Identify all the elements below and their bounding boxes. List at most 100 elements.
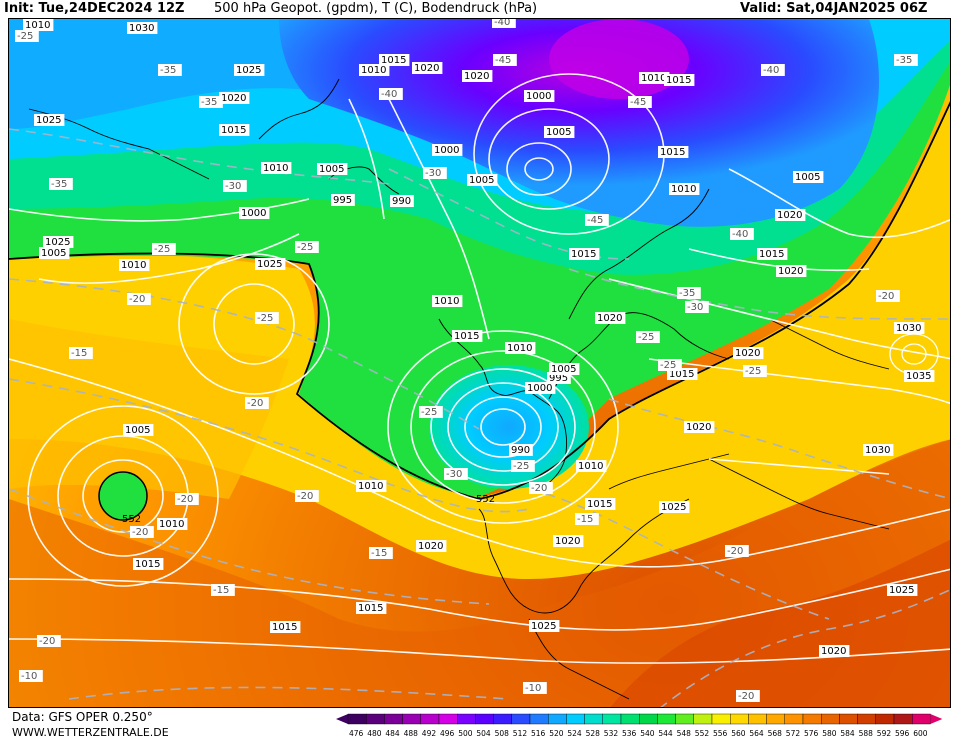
colorbar-legend: 476 480 484 488 492 496 500 504 508 512 516 520 524 5…: [336, 713, 943, 738]
isotherm-label-bg: [15, 30, 39, 42]
isobar-label-bg: [576, 460, 607, 472]
weather-map: 1030 1025 1020 1015 1010 1020 1020 1015 1010 1005…: [8, 18, 951, 708]
isobar-label-bg: [467, 174, 498, 186]
isotherm-label: -40: [763, 65, 779, 76]
isobar-label-bg: [549, 363, 580, 375]
valid-time: Valid: Sat,04JAN2025 06Z: [740, 1, 928, 16]
isobar-label: 1015: [272, 622, 297, 633]
isobar-label: 1015: [660, 147, 685, 158]
isobar-label-bg: [529, 620, 560, 632]
isobar-label: 1015: [358, 603, 383, 614]
isobar-label: 1020: [414, 63, 439, 74]
isobar-label: 1035: [906, 371, 931, 382]
isotherm-label-bg: [295, 241, 319, 253]
isobar-label-bg: [863, 444, 894, 456]
isobar-label: 995: [333, 195, 352, 206]
isotherm-label-bg: [295, 490, 319, 502]
colorbar-tick-label: 520: [549, 729, 564, 738]
isobar-label-bg: [432, 144, 463, 156]
isobar-label: 990: [511, 445, 530, 456]
isobar-label: 1005: [795, 172, 820, 183]
colorbar-swatch: [402, 713, 421, 725]
colorbar-swatch: [366, 713, 385, 725]
colorbar-tick-label: 492: [422, 729, 437, 738]
colorbar-tick-label: 544: [658, 729, 673, 738]
isobar-label: 1020: [735, 348, 760, 359]
isotherm-label-bg: [199, 96, 223, 108]
colorbar-tick-label: 556: [713, 729, 728, 738]
isotherm-label: -30: [425, 168, 441, 179]
isotherm-label: -30: [225, 181, 241, 192]
isotherm-label: -25: [17, 31, 33, 42]
colorbar-tick-label: 572: [786, 729, 801, 738]
isobar-label: 1020: [418, 541, 443, 552]
isobar-label-bg: [133, 558, 164, 570]
colorbar-tick-label: 504: [476, 729, 491, 738]
colorbar-swatch: [420, 713, 440, 725]
colorbar-tick-label: 560: [731, 729, 746, 738]
isotherm-label: -45: [587, 215, 603, 226]
isobar-label: 1020: [597, 313, 622, 324]
isobar-label: 1020: [821, 646, 846, 657]
isobar-label: 1015: [454, 331, 479, 342]
isobar-label: 1020: [777, 210, 802, 221]
isotherm-label-bg: [419, 406, 443, 418]
isobar-label: 1000: [527, 383, 552, 394]
isobar-label: 1010: [507, 343, 532, 354]
isotherm-label: -20: [531, 483, 547, 494]
isotherm-label: -20: [727, 546, 743, 557]
isotherm-label: -20: [129, 294, 145, 305]
isobar-label: 1010: [641, 73, 666, 84]
isobar-label: 1015: [587, 499, 612, 510]
colorbar-swatch: [766, 713, 786, 725]
isobar-label: 1030: [129, 23, 154, 34]
isobar-label: 1025: [661, 502, 686, 513]
isotherm-label-bg: [628, 96, 652, 108]
isobar-label: 1025: [889, 585, 914, 596]
isotherm-label-bg: [529, 482, 553, 494]
isotherm-label: -35: [51, 179, 67, 190]
isotherm-label: -10: [525, 683, 541, 694]
isobar-label: 990: [392, 196, 411, 207]
ridge-core: [610, 539, 950, 707]
isobar-label-bg: [23, 19, 54, 31]
isobar-label-bg: [123, 424, 154, 436]
colorbar-tick-label: 536: [622, 729, 637, 738]
isotherm-label-bg: [152, 243, 176, 255]
isotherm-label: -25: [154, 244, 170, 255]
colorbar-swatch: [584, 713, 604, 725]
isobar-label: 1020: [221, 93, 246, 104]
isobar-label: 1010: [159, 519, 184, 530]
colorbar-tick-label: 496: [440, 729, 455, 738]
isotherm-label: -40: [732, 229, 748, 240]
isobar-label-bg: [525, 382, 556, 394]
isobar-label: 1010: [671, 184, 696, 195]
isotherm-label-bg: [211, 584, 235, 596]
isotherm-label-bg: [423, 167, 447, 179]
isobar-label-bg: [894, 322, 925, 334]
vortex-core: [549, 19, 689, 99]
isobar-label-bg: [219, 92, 250, 104]
isotherm-label-bg: [369, 547, 393, 559]
isobar-label-bg: [544, 126, 575, 138]
colorbar-tick-label: 480: [367, 729, 382, 738]
isobar-label: 1015: [759, 249, 784, 260]
colorbar-swatch: [475, 713, 494, 725]
isobar-label: 1010: [263, 163, 288, 174]
isobar-label-bg: [219, 124, 250, 136]
isobar-label: 1010: [358, 481, 383, 492]
isotherm-label-bg: [575, 513, 599, 525]
isobar-label-bg: [416, 540, 447, 552]
isotherm-label: -25: [745, 366, 761, 377]
isobar-label: 1000: [241, 208, 266, 219]
colorbar-tick-label: 508: [495, 729, 510, 738]
isobar-label: 1025: [36, 115, 61, 126]
isotherm-label: -20: [177, 494, 193, 505]
colorbar-tick-label: 532: [604, 729, 619, 738]
website-credit: WWW.WETTERZENTRALE.DE: [12, 726, 169, 739]
colorbar-tick-label: 476: [349, 729, 364, 738]
colorbar-swatch: [456, 713, 476, 725]
isobar-label-bg: [356, 602, 387, 614]
isotherm-label-bg: [49, 178, 73, 190]
colorbar-swatch: [730, 713, 749, 725]
